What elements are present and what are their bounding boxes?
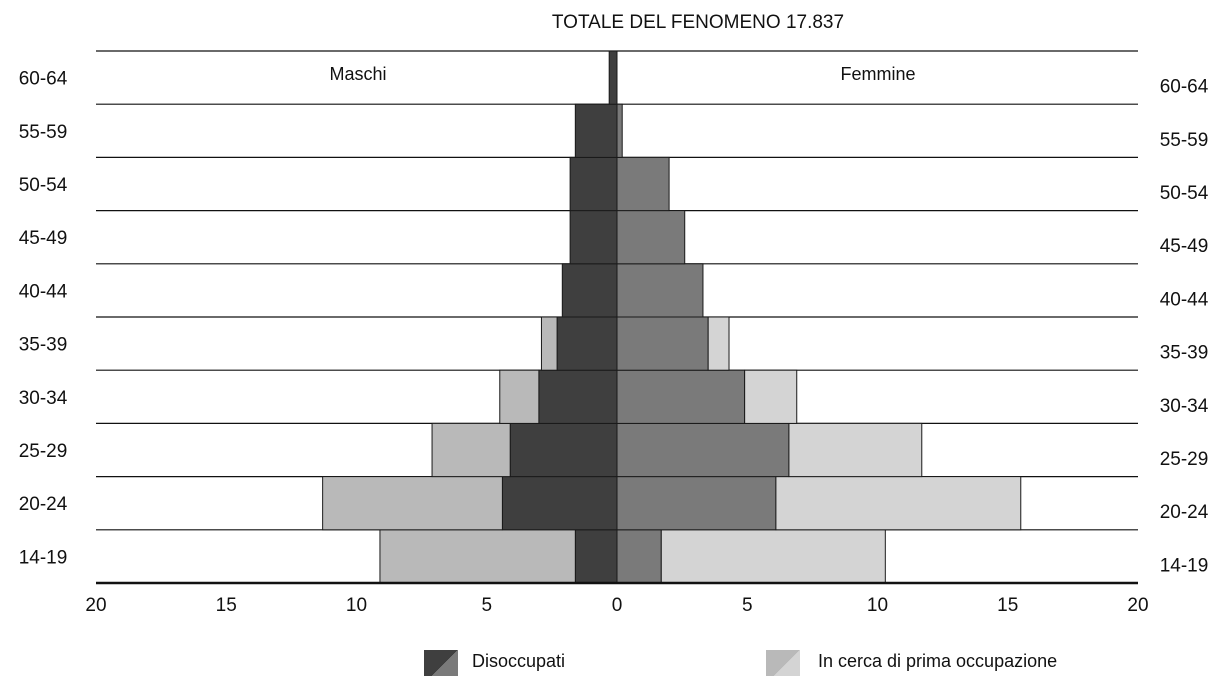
legend: Disoccupati In cerca di prima occupazion… <box>424 650 1057 676</box>
x-tick-label: 10 <box>346 595 367 616</box>
axis-layer: 14-19 14-19 20-24 20-24 25-29 25-29 30-34 30-34… <box>19 69 1209 616</box>
bar-maschi-prima-occupazione-14-19 <box>379 529 576 584</box>
age-label-right: 30-34 <box>1160 396 1209 417</box>
x-tick-label: 5 <box>742 595 753 616</box>
x-tick-label: 5 <box>481 595 492 616</box>
legend-label-disoccupati: Disoccupati <box>472 651 565 671</box>
age-label-right: 20-24 <box>1160 502 1209 523</box>
x-tick-label: 15 <box>216 595 237 616</box>
age-label-right: 25-29 <box>1160 449 1209 470</box>
age-label-left: 35-39 <box>19 335 68 356</box>
bar-maschi-disoccupati-40-44 <box>561 263 618 318</box>
bar-maschi-prima-occupazione-30-34 <box>499 369 540 424</box>
legend-swatch-disoccupati-maschi <box>424 650 458 676</box>
legend-swatch-prima-occupazione-maschi <box>766 650 800 676</box>
bar-femmine-prima-occupazione-35-39 <box>707 316 730 371</box>
bar-maschi-disoccupati-50-54 <box>569 156 618 212</box>
age-label-left: 50-54 <box>19 175 68 196</box>
bar-femmine-disoccupati-30-34 <box>616 369 746 424</box>
legend-label-prima-occupazione: In cerca di prima occupazione <box>818 651 1057 671</box>
age-label-right: 55-59 <box>1160 130 1209 151</box>
bar-femmine-disoccupati-50-54 <box>616 156 670 212</box>
x-tick-label: 15 <box>997 595 1018 616</box>
bar-femmine-prima-occupazione-25-29 <box>788 422 923 478</box>
age-label-right: 40-44 <box>1160 289 1209 310</box>
age-label-left: 14-19 <box>19 547 68 568</box>
bar-maschi-prima-occupazione-20-24 <box>322 476 503 531</box>
age-label-right: 35-39 <box>1160 343 1209 364</box>
female-side-label: Femmine <box>840 64 915 84</box>
chart-title: TOTALE DEL FENOMENO 17.837 <box>552 12 844 33</box>
bar-maschi-prima-occupazione-35-39 <box>540 316 558 371</box>
x-tick-label: 20 <box>85 595 106 616</box>
legend-swatch-disoccupati-femmine <box>432 650 458 676</box>
age-label-left: 55-59 <box>19 122 68 143</box>
bar-maschi-prima-occupazione-25-29 <box>431 422 511 478</box>
age-label-left: 40-44 <box>19 281 68 302</box>
bar-maschi-disoccupati-30-34 <box>538 369 618 424</box>
bar-femmine-disoccupati-25-29 <box>616 422 790 478</box>
x-tick-label: 0 <box>612 595 623 616</box>
bar-femmine-prima-occupazione-20-24 <box>775 476 1022 531</box>
bar-femmine-disoccupati-35-39 <box>616 316 709 371</box>
bar-femmine-disoccupati-45-49 <box>616 210 686 265</box>
age-label-left: 45-49 <box>19 228 68 249</box>
bar-femmine-prima-occupazione-30-34 <box>744 369 798 424</box>
age-label-right: 45-49 <box>1160 236 1209 257</box>
bar-layer <box>322 50 1022 584</box>
bar-maschi-disoccupati-25-29 <box>509 422 618 478</box>
age-label-left: 25-29 <box>19 441 68 462</box>
bar-femmine-disoccupati-20-24 <box>616 476 777 531</box>
bar-femmine-disoccupati-14-19 <box>616 529 662 584</box>
male-side-label: Maschi <box>329 64 386 84</box>
bar-femmine-disoccupati-40-44 <box>616 263 704 318</box>
age-label-right: 50-54 <box>1160 183 1209 204</box>
age-label-right: 14-19 <box>1160 555 1209 576</box>
bar-maschi-disoccupati-60-64 <box>608 50 618 105</box>
bar-femmine-disoccupati-55-59 <box>616 103 623 158</box>
age-label-left: 20-24 <box>19 494 68 515</box>
age-label-left: 60-64 <box>19 69 68 90</box>
bar-femmine-prima-occupazione-14-19 <box>660 529 886 584</box>
age-label-left: 30-34 <box>19 388 68 409</box>
bar-maschi-disoccupati-20-24 <box>501 476 618 531</box>
bar-maschi-disoccupati-45-49 <box>569 210 618 265</box>
bar-maschi-disoccupati-14-19 <box>574 529 618 584</box>
x-tick-label: 20 <box>1127 595 1148 616</box>
bar-maschi-disoccupati-35-39 <box>556 316 618 371</box>
age-label-right: 60-64 <box>1160 77 1209 98</box>
x-tick-label: 10 <box>867 595 888 616</box>
legend-swatch-prima-occupazione-femmine <box>774 650 800 676</box>
bar-maschi-disoccupati-55-59 <box>574 103 618 158</box>
